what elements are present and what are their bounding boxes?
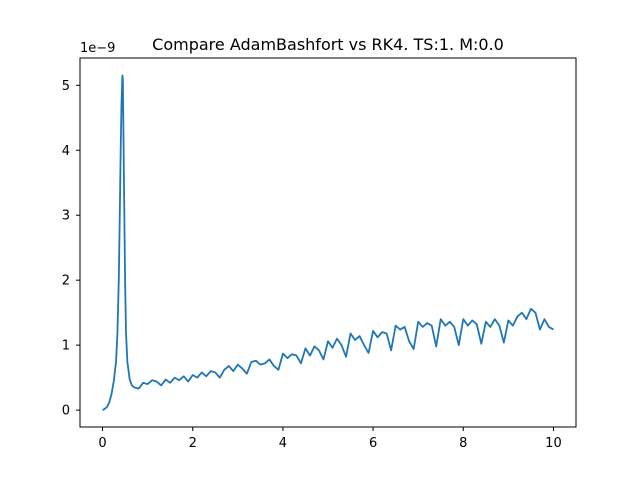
x-tick-label: 0 [98,436,106,451]
y-tick-label: 4 [62,144,70,159]
series-line [102,74,554,411]
x-tick-label: 10 [545,436,562,451]
y-tick-label: 5 [62,79,70,94]
y-tick-label: 1 [62,339,70,354]
x-tick-label: 2 [189,436,197,451]
plot-area [102,74,554,411]
x-tick-label: 4 [279,436,287,451]
x-tick-label: 6 [369,436,377,451]
y-axis-offset-label: 1e−9 [80,41,115,56]
axes-frame [79,57,577,428]
y-tick-label: 3 [62,209,70,224]
y-tick-label: 2 [62,274,70,289]
y-tick-label: 0 [62,404,70,419]
chart-title: Compare AdamBashfort vs RK4. TS:1. M:0.0 [152,35,504,54]
x-tick-label: 8 [459,436,467,451]
